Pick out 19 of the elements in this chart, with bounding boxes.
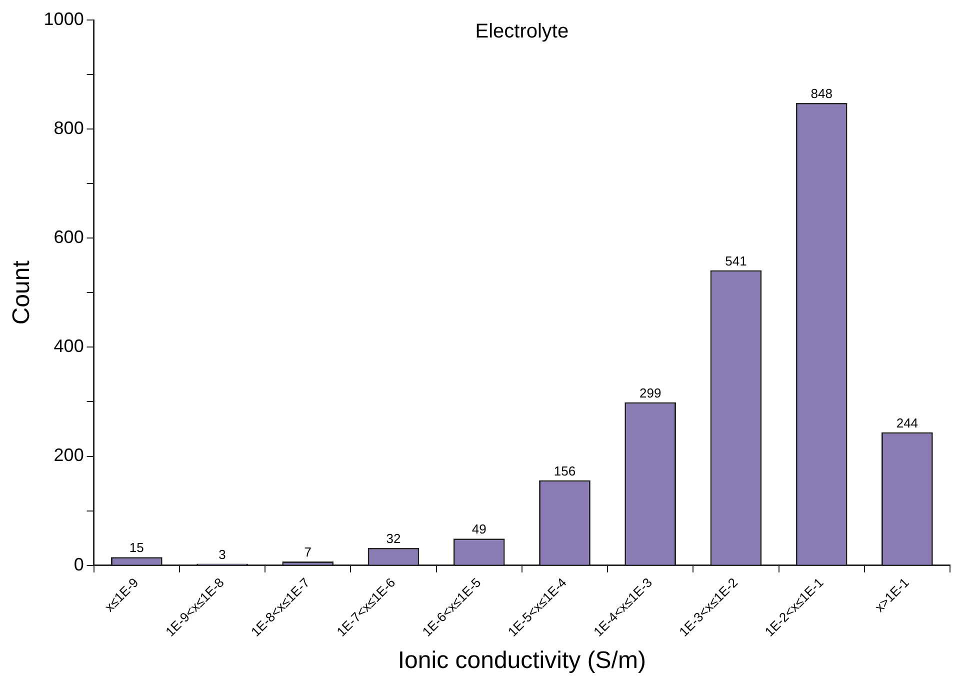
data-label: 156 (554, 463, 576, 478)
data-label: 32 (386, 530, 401, 546)
y-tick-label: 1000 (44, 8, 84, 29)
data-label: 49 (472, 522, 486, 537)
y-tick-label: 600 (54, 227, 84, 248)
chart-title: Electrolyte (475, 20, 569, 43)
data-label: 541 (725, 253, 747, 268)
data-label: 848 (810, 86, 832, 101)
y-axis-title: Count (8, 260, 36, 325)
data-label: 3 (218, 546, 226, 562)
y-tick-label: 0 (74, 554, 84, 574)
y-tick-label: 400 (54, 336, 84, 356)
data-label: 299 (639, 385, 662, 400)
y-tick-label: 200 (54, 445, 84, 466)
y-tick-label: 800 (54, 118, 84, 138)
data-label: 7 (304, 544, 312, 560)
data-label: 244 (896, 415, 918, 430)
x-axis-title: Ionic conductivity (S/m) (398, 647, 646, 674)
data-label: 15 (129, 540, 144, 556)
